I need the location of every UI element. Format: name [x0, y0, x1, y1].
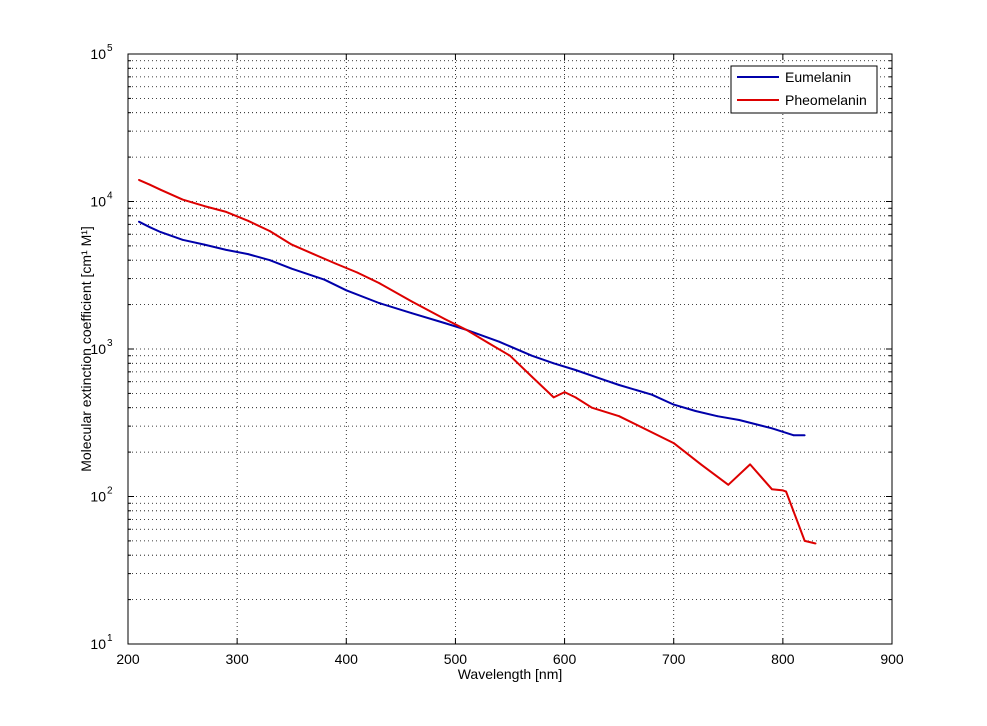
- data-point-pheomelanin: [618, 415, 620, 418]
- data-point-pheomelanin: [782, 489, 784, 492]
- data-point-eumelanin: [159, 231, 162, 234]
- data-point-eumelanin: [203, 243, 206, 246]
- data-point-eumelanin: [498, 340, 500, 343]
- y-tick-label-exponent: 4: [107, 191, 113, 202]
- data-point-pheomelanin: [181, 198, 184, 201]
- x-tick-label: 200: [116, 651, 140, 667]
- data-point-pheomelanin: [159, 188, 162, 191]
- data-point-pheomelanin: [290, 243, 293, 246]
- legend-box: [730, 65, 878, 114]
- x-tick-label: 600: [553, 651, 577, 667]
- data-point-pheomelanin: [487, 342, 490, 344]
- data-point-eumelanin: [792, 434, 795, 437]
- data-point-pheomelanin: [465, 328, 468, 331]
- data-point-eumelanin: [269, 259, 271, 262]
- y-tick-label: 10: [90, 341, 106, 357]
- y-tick-label: 10: [90, 489, 106, 505]
- data-point-pheomelanin: [138, 179, 140, 181]
- y-axis-label: Molecular extinction coefficient [cm¹ M¹…: [78, 226, 94, 472]
- data-point-eumelanin: [290, 267, 293, 270]
- data-point-eumelanin: [225, 249, 228, 251]
- data-point-eumelanin: [410, 312, 413, 315]
- data-point-pheomelanin: [378, 282, 380, 284]
- y-tick-label-exponent: 2: [107, 486, 113, 497]
- data-point-eumelanin: [771, 427, 773, 430]
- legend-label-eumelanin: Eumelanin: [785, 69, 851, 85]
- data-point-pheomelanin: [700, 463, 702, 466]
- data-point-pheomelanin: [552, 396, 555, 399]
- y-tick-label-exponent: 3: [107, 338, 113, 349]
- data-point-eumelanin: [618, 384, 620, 386]
- data-point-eumelanin: [530, 354, 533, 357]
- x-tick-label: 500: [444, 651, 468, 667]
- data-point-pheomelanin: [727, 483, 730, 486]
- data-point-eumelanin: [378, 302, 380, 304]
- data-point-eumelanin: [323, 278, 326, 281]
- data-point-pheomelanin: [814, 542, 817, 545]
- data-point-eumelanin: [247, 253, 250, 256]
- data-point-pheomelanin: [672, 442, 675, 444]
- data-point-pheomelanin: [771, 488, 773, 491]
- data-point-pheomelanin: [509, 354, 511, 357]
- data-point-pheomelanin: [574, 396, 577, 399]
- y-tick-label-exponent: 5: [107, 43, 113, 54]
- data-point-eumelanin: [738, 419, 741, 421]
- data-point-pheomelanin: [410, 300, 413, 303]
- data-point-pheomelanin: [803, 540, 806, 542]
- data-point-pheomelanin: [356, 271, 359, 274]
- y-tick-label: 10: [90, 636, 106, 652]
- data-point-pheomelanin: [269, 230, 271, 233]
- data-point-pheomelanin: [563, 391, 566, 393]
- data-point-pheomelanin: [148, 183, 151, 186]
- data-point-eumelanin: [672, 403, 675, 406]
- data-point-eumelanin: [138, 220, 140, 223]
- plot-area: [128, 54, 892, 644]
- data-point-eumelanin: [803, 434, 806, 437]
- data-point-pheomelanin: [203, 205, 206, 208]
- data-point-eumelanin: [596, 376, 599, 379]
- data-series: [138, 178, 817, 545]
- data-point-eumelanin: [148, 226, 151, 229]
- data-point-eumelanin: [345, 289, 348, 292]
- data-point-eumelanin: [574, 369, 577, 371]
- y-tick-label-exponent: 1: [107, 633, 113, 644]
- x-axis-label: Wavelength [nm]: [458, 666, 563, 682]
- x-tick-label: 900: [880, 651, 904, 667]
- data-point-eumelanin: [552, 362, 555, 365]
- data-point-eumelanin: [651, 393, 653, 396]
- data-point-pheomelanin: [785, 490, 787, 493]
- data-point-eumelanin: [716, 415, 719, 418]
- data-point-pheomelanin: [530, 375, 533, 378]
- x-tick-label: 400: [335, 651, 359, 667]
- legend: Eumelanin Pheomelanin: [730, 65, 878, 114]
- legend-label-pheomelanin: Pheomelanin: [785, 92, 867, 108]
- data-point-pheomelanin: [749, 463, 751, 466]
- y-tick-label: 10: [90, 46, 106, 62]
- data-point-pheomelanin: [312, 253, 315, 256]
- x-tick-label: 700: [662, 651, 686, 667]
- data-point-pheomelanin: [591, 406, 593, 409]
- x-tick-label: 300: [225, 651, 249, 667]
- data-point-eumelanin: [181, 238, 184, 241]
- data-point-pheomelanin: [443, 318, 446, 320]
- y-tick-label: 10: [90, 194, 106, 210]
- data-point-eumelanin: [694, 410, 697, 412]
- x-tick-label: 800: [771, 651, 795, 667]
- data-point-pheomelanin: [225, 211, 228, 213]
- data-point-pheomelanin: [334, 262, 337, 265]
- data-point-pheomelanin: [247, 219, 250, 222]
- data-point-eumelanin: [443, 322, 446, 324]
